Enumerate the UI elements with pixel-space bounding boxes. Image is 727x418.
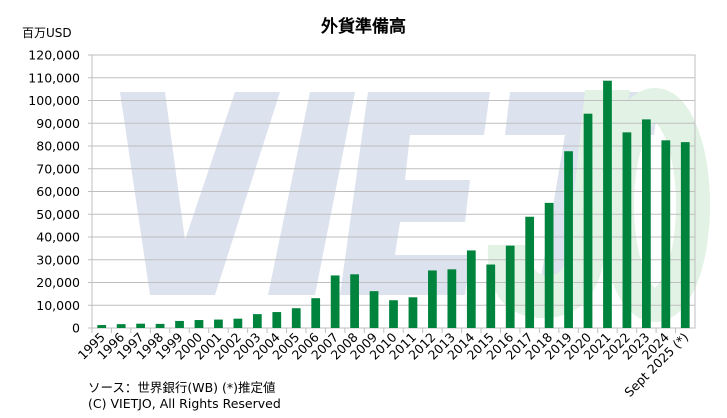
watermark-letter-j bbox=[487, 90, 630, 319]
bar-2010 bbox=[389, 300, 398, 328]
bar-2018 bbox=[544, 202, 554, 328]
source-note: ソース：世界銀行(WB) (*)推定値 bbox=[88, 380, 276, 395]
y-tick-label: 30,000 bbox=[36, 252, 80, 267]
y-tick-label: 90,000 bbox=[36, 116, 80, 131]
y-tick-label: 60,000 bbox=[36, 184, 80, 199]
y-tick-label: 110,000 bbox=[28, 70, 80, 85]
y-tick-label: 100,000 bbox=[28, 93, 80, 108]
y-tick-label: 20,000 bbox=[36, 275, 80, 290]
bar-2000 bbox=[194, 320, 204, 328]
bar-2007 bbox=[330, 275, 340, 328]
bar-2012 bbox=[428, 270, 437, 328]
bar-2008 bbox=[350, 274, 359, 328]
bar-Sept-2025- bbox=[680, 142, 690, 328]
bar-2017 bbox=[525, 216, 535, 328]
bar-2016 bbox=[505, 245, 515, 328]
y-tick-label: 70,000 bbox=[36, 161, 80, 176]
y-tick-label: 50,000 bbox=[36, 207, 80, 222]
watermark-letter-i bbox=[268, 92, 355, 295]
bar-1998 bbox=[155, 323, 165, 328]
bar-2006 bbox=[311, 298, 321, 328]
bar-2011 bbox=[408, 297, 418, 328]
bar-2004 bbox=[272, 312, 282, 328]
bar-2015 bbox=[486, 264, 496, 328]
bar-1997 bbox=[136, 323, 146, 328]
bar-1995 bbox=[97, 325, 107, 328]
bar-2021 bbox=[603, 80, 612, 329]
y-tick-label: 0 bbox=[72, 321, 80, 336]
watermark-letter-e bbox=[340, 92, 490, 295]
bar-2019 bbox=[564, 151, 573, 328]
y-tick-label: 80,000 bbox=[36, 139, 80, 154]
bar-2001 bbox=[214, 319, 223, 328]
watermark-letter-v bbox=[120, 92, 280, 295]
bar-2009 bbox=[369, 291, 379, 328]
bar-2020 bbox=[583, 113, 593, 328]
bar-2013 bbox=[447, 269, 457, 328]
y-tick-label: 10,000 bbox=[36, 298, 80, 313]
watermark-logo bbox=[120, 88, 710, 322]
bar-2003 bbox=[252, 314, 262, 328]
y-axis-unit-label: 百万USD bbox=[22, 26, 72, 40]
bar-2014 bbox=[466, 250, 476, 328]
bar-2005 bbox=[291, 308, 301, 328]
copyright-note: (C) VIETJO, All Rights Reserved bbox=[88, 396, 281, 411]
bar-2002 bbox=[233, 318, 243, 328]
bar-2022 bbox=[622, 132, 632, 328]
y-tick-label: 40,000 bbox=[36, 230, 80, 245]
bar-1996 bbox=[116, 324, 126, 328]
bar-2023 bbox=[641, 119, 651, 328]
chart-title: 外貨準備高 bbox=[321, 17, 406, 37]
bar-1999 bbox=[175, 320, 184, 328]
bar-2024 bbox=[661, 140, 671, 328]
y-tick-label: 120,000 bbox=[28, 48, 80, 63]
